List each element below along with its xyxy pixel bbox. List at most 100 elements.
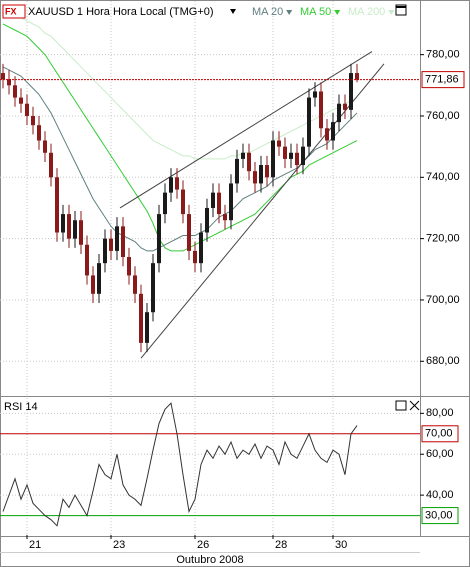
candle-body bbox=[271, 140, 275, 178]
candle-body bbox=[115, 226, 119, 251]
candle-body bbox=[157, 214, 161, 264]
candle-body bbox=[337, 103, 341, 123]
fx-icon bbox=[2, 4, 26, 19]
candle-body bbox=[325, 128, 329, 141]
y-tick-label: 60,00 bbox=[426, 448, 454, 460]
rsi-title: RSI 14 bbox=[4, 401, 38, 413]
y-tick-label: 80,00 bbox=[426, 407, 454, 419]
candle-body bbox=[43, 140, 47, 153]
candle-body bbox=[79, 220, 83, 245]
candle-body bbox=[73, 220, 77, 239]
candle-body bbox=[97, 263, 101, 294]
legend-entry[interactable]: MA 200 bbox=[348, 6, 385, 18]
moving-average bbox=[2, 8, 358, 160]
candle-body bbox=[169, 177, 173, 193]
level-label: 30,00 bbox=[425, 509, 453, 521]
price-label: 771,86 bbox=[425, 74, 459, 86]
candle-body bbox=[31, 115, 35, 126]
candle-body bbox=[67, 214, 71, 239]
x-axis-label: Outubro 2008 bbox=[176, 554, 243, 566]
candle-body bbox=[85, 244, 89, 276]
trendline bbox=[140, 63, 385, 359]
candle-body bbox=[25, 103, 29, 116]
candle-body bbox=[229, 183, 233, 221]
fx-icon-text: FX bbox=[5, 6, 17, 16]
candle-body bbox=[181, 189, 185, 215]
candle-body bbox=[217, 192, 221, 215]
candle-body bbox=[307, 97, 311, 147]
candle-body bbox=[247, 152, 251, 172]
candle-body bbox=[175, 177, 179, 190]
candle-body bbox=[223, 214, 227, 221]
candle-body bbox=[289, 152, 293, 159]
y-tick-label: 40,00 bbox=[426, 489, 454, 501]
candle-body bbox=[331, 122, 335, 141]
candle-body bbox=[109, 238, 113, 251]
candle-body bbox=[103, 238, 107, 264]
candle-body bbox=[193, 250, 197, 264]
candle-body bbox=[253, 171, 257, 184]
candle-body bbox=[55, 177, 59, 233]
candle-body bbox=[49, 152, 53, 178]
y-tick-label: 700,00 bbox=[426, 294, 460, 306]
candle-body bbox=[37, 125, 41, 141]
level-label-box bbox=[421, 507, 459, 525]
candle-body bbox=[355, 73, 359, 80]
candle-body bbox=[127, 257, 131, 276]
trendline bbox=[119, 51, 373, 209]
candle-body bbox=[343, 103, 347, 110]
moving-average bbox=[2, 23, 358, 252]
close-button[interactable] bbox=[409, 400, 420, 411]
x-tick-label: 23 bbox=[113, 539, 125, 551]
x-tick-label: 30 bbox=[335, 539, 347, 551]
candle-body bbox=[259, 165, 263, 184]
candle-body bbox=[1, 73, 5, 80]
y-tick-label: 740,00 bbox=[426, 171, 460, 183]
candle-body bbox=[91, 275, 95, 294]
window-button[interactable] bbox=[395, 4, 407, 16]
candle-body bbox=[277, 140, 281, 147]
candle-body bbox=[283, 146, 287, 159]
y-tick-label: 780,00 bbox=[426, 49, 460, 61]
candle-body bbox=[121, 226, 125, 258]
candle-body bbox=[151, 263, 155, 313]
candle-body bbox=[241, 152, 245, 159]
candle-body bbox=[211, 192, 215, 208]
legend-arrow bbox=[286, 10, 293, 15]
rsi-line bbox=[2, 402, 358, 527]
y-tick-label: 680,00 bbox=[426, 355, 460, 367]
y-tick-label: 720,00 bbox=[426, 233, 460, 245]
moving-average bbox=[2, 66, 358, 252]
candle-body bbox=[139, 293, 143, 343]
candle-body bbox=[19, 97, 23, 104]
dropdown[interactable] bbox=[230, 9, 236, 14]
header: FX XAUUSD 1 Hora Hora Local (TMG+0) MA 2… bbox=[2, 4, 420, 566]
window-button[interactable] bbox=[395, 400, 407, 411]
x-tick-label: 28 bbox=[275, 539, 287, 551]
candle-body bbox=[133, 275, 137, 294]
y-tick-label: 760,00 bbox=[426, 110, 460, 122]
candle-body bbox=[313, 91, 317, 98]
legend-arrow bbox=[334, 10, 341, 15]
candle-body bbox=[295, 152, 299, 166]
candle-body bbox=[187, 214, 191, 251]
candle-body bbox=[163, 192, 167, 215]
candle-body bbox=[61, 214, 65, 233]
candle-body bbox=[235, 158, 239, 184]
candle-body bbox=[349, 73, 353, 110]
candle-body bbox=[205, 207, 209, 233]
candle-body bbox=[301, 146, 305, 166]
legend-entry[interactable]: MA 20 bbox=[252, 6, 283, 18]
x-tick-label: 21 bbox=[29, 539, 41, 551]
candle-body bbox=[319, 91, 323, 129]
legend-arrow bbox=[388, 10, 395, 15]
chart-title: XAUUSD 1 Hora Hora Local (TMG+0) bbox=[28, 6, 214, 18]
legend-entry[interactable]: MA 50 bbox=[300, 6, 331, 18]
candle-body bbox=[265, 165, 269, 178]
candle-body bbox=[13, 85, 17, 98]
price-label-box bbox=[421, 71, 465, 89]
level-label-box bbox=[421, 425, 459, 443]
candle-body bbox=[199, 232, 203, 264]
